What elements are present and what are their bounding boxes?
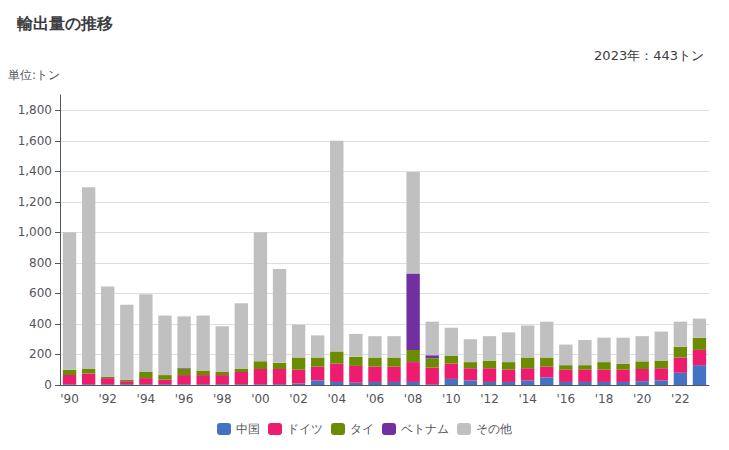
- svg-text:2023年：443トン: 2023年：443トン: [594, 48, 704, 63]
- svg-text:200: 200: [29, 347, 52, 361]
- svg-text:ベトナム: ベトナム: [401, 422, 449, 436]
- svg-text:1,600: 1,600: [18, 134, 52, 148]
- svg-text:'02: '02: [289, 392, 308, 406]
- svg-text:'92: '92: [98, 392, 117, 406]
- svg-text:0: 0: [44, 378, 52, 392]
- svg-text:'04: '04: [327, 392, 346, 406]
- svg-text:'22: '22: [671, 392, 690, 406]
- svg-text:単位:トン: 単位:トン: [8, 68, 60, 82]
- svg-text:ドイツ: ドイツ: [287, 422, 323, 436]
- svg-text:'98: '98: [213, 392, 232, 406]
- svg-text:400: 400: [29, 317, 52, 331]
- svg-text:800: 800: [29, 256, 52, 270]
- svg-text:1,200: 1,200: [18, 195, 52, 209]
- svg-text:'12: '12: [480, 392, 499, 406]
- svg-text:1,000: 1,000: [18, 225, 52, 239]
- svg-text:1,800: 1,800: [18, 103, 52, 117]
- svg-text:'18: '18: [595, 392, 614, 406]
- svg-text:'90: '90: [60, 392, 79, 406]
- svg-text:輸出量の推移: 輸出量の推移: [16, 14, 113, 33]
- svg-text:'94: '94: [137, 392, 156, 406]
- svg-text:'14: '14: [518, 392, 537, 406]
- svg-text:'16: '16: [557, 392, 576, 406]
- svg-text:'96: '96: [175, 392, 194, 406]
- svg-text:タイ: タイ: [350, 422, 374, 436]
- svg-text:'20: '20: [633, 392, 652, 406]
- svg-text:'08: '08: [404, 392, 423, 406]
- svg-text:その他: その他: [476, 422, 512, 436]
- svg-text:'10: '10: [442, 392, 461, 406]
- svg-text:'06: '06: [366, 392, 385, 406]
- svg-text:600: 600: [29, 286, 52, 300]
- svg-text:中国: 中国: [236, 422, 260, 436]
- svg-text:1,400: 1,400: [18, 164, 52, 178]
- svg-text:'00: '00: [251, 392, 270, 406]
